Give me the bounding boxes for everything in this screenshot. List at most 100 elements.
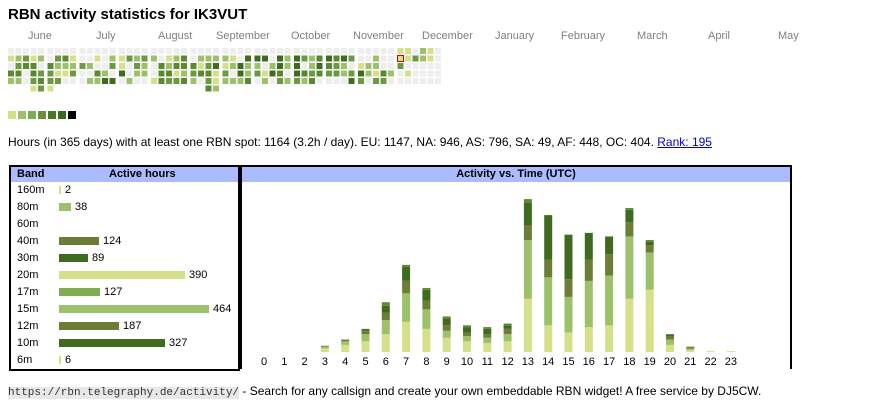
calendar-day[interactable]: [158, 70, 165, 77]
calendar-day[interactable]: [405, 70, 411, 77]
calendar-day[interactable]: [198, 48, 204, 54]
calendar-day[interactable]: [23, 55, 29, 62]
calendar-day[interactable]: [213, 63, 219, 69]
calendar-day[interactable]: [141, 63, 148, 69]
calendar-day[interactable]: [151, 48, 157, 54]
calendar-day[interactable]: [190, 48, 197, 54]
calendar-day[interactable]: [412, 70, 419, 77]
calendar-day[interactable]: [230, 78, 236, 84]
calendar-day[interactable]: [15, 78, 22, 84]
calendar-day[interactable]: [62, 48, 69, 54]
calendar-day[interactable]: [341, 48, 347, 54]
calendar-day[interactable]: [190, 78, 197, 84]
calendar-day[interactable]: [237, 70, 244, 77]
calendar-day[interactable]: [397, 55, 404, 62]
calendar-day[interactable]: [38, 63, 44, 69]
calendar-day[interactable]: [230, 55, 236, 62]
calendar-day[interactable]: [109, 48, 116, 54]
rank-link[interactable]: Rank: 195: [657, 135, 712, 149]
calendar-day[interactable]: [316, 48, 323, 54]
calendar-day[interactable]: [301, 63, 308, 69]
calendar-day[interactable]: [254, 78, 261, 84]
calendar-day[interactable]: [309, 78, 315, 84]
calendar-day[interactable]: [79, 48, 86, 54]
calendar-day[interactable]: [198, 55, 204, 62]
calendar-day[interactable]: [230, 48, 236, 54]
calendar-day[interactable]: [420, 55, 426, 62]
calendar-day[interactable]: [412, 55, 419, 62]
calendar-day[interactable]: [358, 78, 364, 84]
calendar-day[interactable]: [326, 55, 332, 62]
calendar-day[interactable]: [190, 63, 197, 69]
calendar-day[interactable]: [222, 63, 229, 69]
calendar-day[interactable]: [198, 78, 204, 84]
calendar-day[interactable]: [373, 48, 379, 54]
calendar-day[interactable]: [262, 48, 268, 54]
calendar-day[interactable]: [198, 70, 204, 77]
calendar-day[interactable]: [213, 55, 219, 62]
calendar-day[interactable]: [126, 48, 133, 54]
calendar-day[interactable]: [181, 55, 187, 62]
calendar-day[interactable]: [181, 78, 187, 84]
calendar-day[interactable]: [301, 78, 308, 84]
calendar-day[interactable]: [15, 63, 22, 69]
calendar-day[interactable]: [23, 78, 29, 84]
calendar-day[interactable]: [365, 78, 372, 84]
calendar-day[interactable]: [119, 63, 125, 69]
calendar-day[interactable]: [126, 78, 133, 84]
calendar-day[interactable]: [254, 55, 261, 62]
calendar-day[interactable]: [158, 63, 165, 69]
calendar-day[interactable]: [102, 48, 108, 54]
calendar-day[interactable]: [38, 48, 44, 54]
calendar-day[interactable]: [333, 63, 340, 69]
calendar-day[interactable]: [254, 63, 261, 69]
calendar-day[interactable]: [358, 70, 364, 77]
calendar-day[interactable]: [316, 70, 323, 77]
calendar-day[interactable]: [301, 55, 308, 62]
calendar-day[interactable]: [222, 70, 229, 77]
calendar-day[interactable]: [213, 78, 219, 84]
calendar-day[interactable]: [388, 78, 394, 84]
calendar-day[interactable]: [79, 70, 86, 77]
calendar-day[interactable]: [277, 78, 283, 84]
calendar-day[interactable]: [8, 48, 14, 54]
calendar-day[interactable]: [358, 48, 364, 54]
calendar-day[interactable]: [181, 48, 187, 54]
calendar-day[interactable]: [70, 63, 76, 69]
calendar-day[interactable]: [277, 55, 283, 62]
calendar-day[interactable]: [30, 70, 37, 77]
calendar-day[interactable]: [30, 48, 37, 54]
calendar-day[interactable]: [213, 85, 219, 92]
calendar-day[interactable]: [94, 63, 101, 69]
calendar-day[interactable]: [230, 63, 236, 69]
calendar-day[interactable]: [348, 48, 355, 54]
calendar-day[interactable]: [109, 70, 116, 77]
calendar-day[interactable]: [213, 48, 219, 54]
calendar-day[interactable]: [420, 78, 426, 84]
calendar-day[interactable]: [262, 63, 268, 69]
calendar-day[interactable]: [47, 55, 54, 62]
calendar-day[interactable]: [222, 55, 229, 62]
calendar-day[interactable]: [427, 70, 434, 77]
calendar-day[interactable]: [62, 70, 69, 77]
calendar-day[interactable]: [23, 48, 29, 54]
calendar-day[interactable]: [373, 63, 379, 69]
calendar-day[interactable]: [87, 55, 93, 62]
calendar-day[interactable]: [373, 55, 379, 62]
calendar-day[interactable]: [198, 63, 204, 69]
calendar-day[interactable]: [254, 70, 261, 77]
calendar-day[interactable]: [294, 48, 300, 54]
calendar-day[interactable]: [151, 70, 157, 77]
calendar-day[interactable]: [388, 48, 394, 54]
calendar-day[interactable]: [237, 55, 244, 62]
calendar-day[interactable]: [333, 78, 340, 84]
calendar-day[interactable]: [341, 78, 347, 84]
calendar-day[interactable]: [47, 70, 54, 77]
calendar-day[interactable]: [190, 55, 197, 62]
calendar-day[interactable]: [405, 55, 411, 62]
calendar-day[interactable]: [397, 70, 404, 77]
calendar-day[interactable]: [412, 48, 419, 54]
calendar-day[interactable]: [166, 63, 172, 69]
calendar-day[interactable]: [380, 70, 387, 77]
calendar-day[interactable]: [262, 70, 268, 77]
